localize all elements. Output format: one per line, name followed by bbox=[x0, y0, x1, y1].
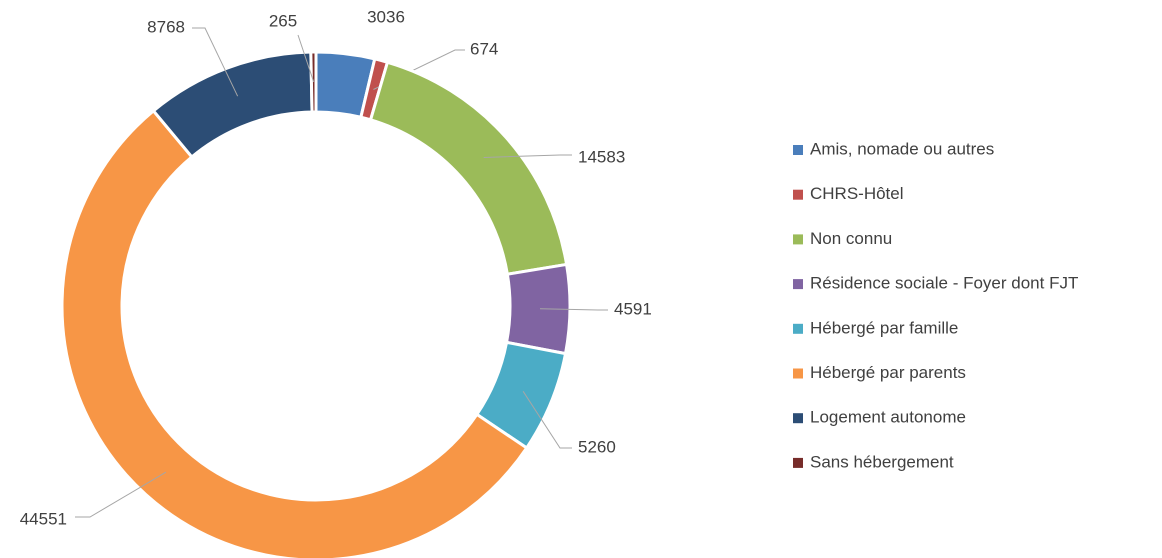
data-label: 4591 bbox=[614, 299, 652, 318]
data-label: 8768 bbox=[147, 17, 185, 36]
data-label: 14583 bbox=[578, 147, 625, 166]
slice bbox=[151, 50, 314, 160]
leader-line bbox=[192, 27, 239, 97]
data-label: 44551 bbox=[20, 509, 67, 528]
legend-swatch bbox=[793, 279, 803, 290]
legend-label: Hébergé par parents bbox=[810, 363, 966, 382]
data-label: 3036 bbox=[367, 7, 405, 26]
leader-line bbox=[75, 471, 167, 518]
leader-line bbox=[522, 391, 572, 449]
legend-swatch bbox=[793, 145, 803, 155]
leader-line bbox=[297, 34, 315, 83]
data-label: 265 bbox=[269, 11, 297, 30]
legend-swatch bbox=[793, 368, 803, 379]
legend-label: Logement autonome bbox=[810, 408, 966, 427]
legend-label: Sans hébergement bbox=[810, 452, 954, 471]
data-label: 5260 bbox=[578, 437, 616, 456]
slice bbox=[368, 60, 569, 276]
legend-swatch bbox=[793, 189, 803, 200]
slice bbox=[60, 108, 529, 558]
data-label: 674 bbox=[470, 39, 498, 58]
legend-label: Hébergé par famille bbox=[810, 318, 958, 337]
legend-label: Amis, nomade ou autres bbox=[810, 139, 994, 158]
legend-swatch bbox=[793, 234, 803, 245]
legend-label: Résidence sociale - Foyer dont FJT bbox=[810, 274, 1078, 293]
leader-line bbox=[483, 154, 572, 158]
legend-swatch bbox=[793, 413, 803, 424]
leader-line bbox=[539, 308, 608, 311]
legend-label: Non connu bbox=[810, 229, 892, 248]
legend-label: CHRS-Hôtel bbox=[810, 184, 904, 203]
legend-swatch bbox=[793, 323, 803, 334]
legend-swatch bbox=[793, 457, 803, 468]
